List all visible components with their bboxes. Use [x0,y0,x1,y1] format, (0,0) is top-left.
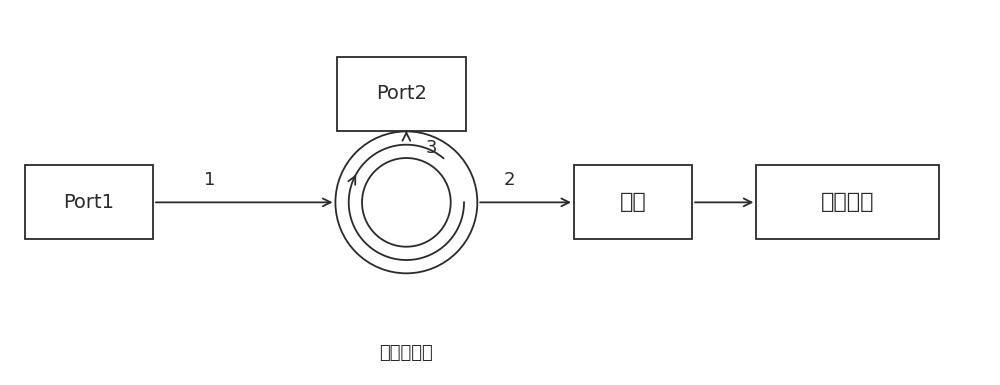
Text: 短路模块: 短路模块 [821,192,874,213]
Text: 三端环行器: 三端环行器 [379,344,433,362]
Text: 馈线: 馈线 [620,192,646,213]
Text: 1: 1 [204,171,215,189]
Text: Port1: Port1 [64,193,115,212]
FancyBboxPatch shape [337,57,466,131]
Circle shape [362,158,451,247]
FancyBboxPatch shape [574,166,692,239]
Text: 3: 3 [425,139,437,157]
Text: 2: 2 [504,171,516,189]
Text: Port2: Port2 [376,84,427,104]
Circle shape [335,131,477,273]
FancyBboxPatch shape [25,166,153,239]
FancyBboxPatch shape [756,166,939,239]
